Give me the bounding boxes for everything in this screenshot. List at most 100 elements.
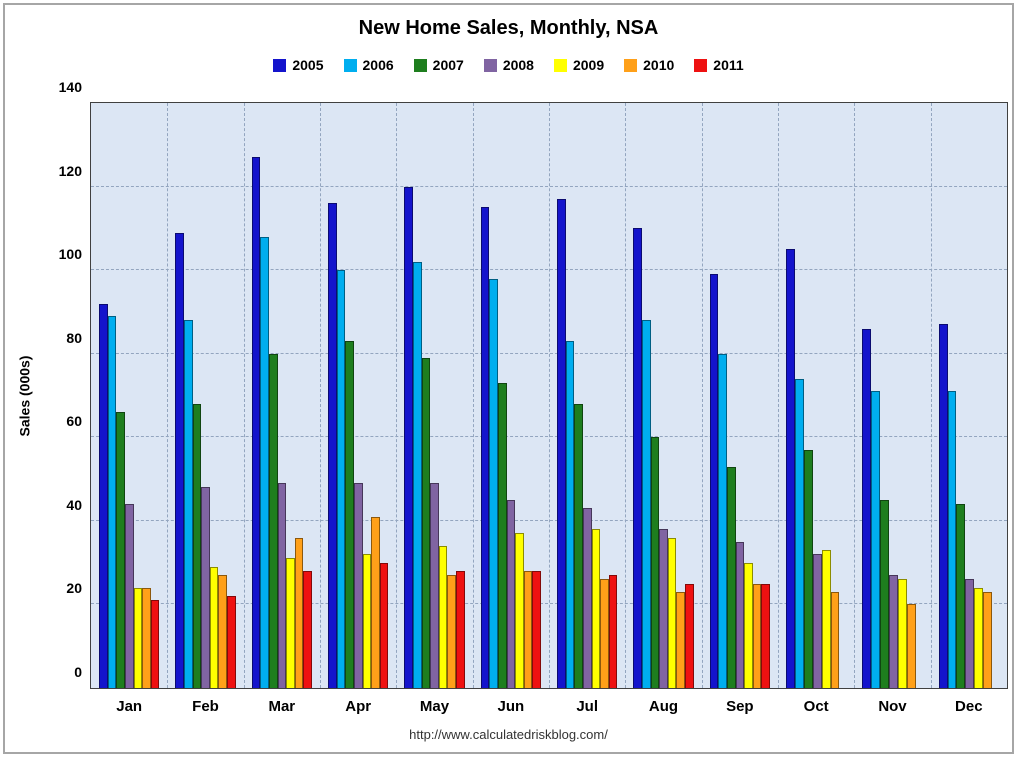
bar-2005-Oct xyxy=(786,249,795,688)
month-group-Jul: Jul xyxy=(549,103,625,715)
bar-2005-Mar xyxy=(251,157,261,688)
gridline-v xyxy=(549,103,550,688)
bar-2005-Nov xyxy=(862,328,872,688)
bar-2005-Aug xyxy=(633,228,642,688)
bar-2006-Jul xyxy=(565,341,575,688)
bar-2010-Jun xyxy=(523,571,533,688)
legend-swatch-2008 xyxy=(483,58,497,72)
legend-label: 2009 xyxy=(572,57,605,73)
legend-label: 2005 xyxy=(292,57,324,73)
x-axis-label-Feb: Feb xyxy=(192,698,219,715)
bar-2011-Mar xyxy=(303,571,313,688)
bar-cluster xyxy=(633,103,694,688)
bar-cluster xyxy=(862,103,922,688)
bar-2011-Jan xyxy=(150,600,160,688)
gridline-v xyxy=(472,103,474,688)
y-tick-label: 100 xyxy=(58,246,82,263)
legend-swatch-2010 xyxy=(624,58,638,72)
bar-2010-Nov xyxy=(906,604,916,688)
bar-2006-Feb xyxy=(183,320,193,688)
bar-2006-Jun xyxy=(489,278,498,688)
bar-2007-Dec xyxy=(956,504,966,688)
bar-2008-Jun xyxy=(506,499,516,688)
bar-2007-Oct xyxy=(803,449,813,688)
bar-2007-May xyxy=(421,357,431,688)
bar-2006-Oct xyxy=(794,378,804,688)
gridline-v xyxy=(243,103,245,688)
bar-2010-Aug xyxy=(676,591,686,688)
month-group-May: May xyxy=(396,103,472,715)
bar-2011-May xyxy=(456,571,465,688)
gridline-v xyxy=(167,103,169,688)
legend-label: 2010 xyxy=(643,57,675,73)
bar-cluster xyxy=(786,103,846,688)
bar-2009-Mar xyxy=(286,558,295,688)
footer-url: http://www.calculatedriskblog.com/ xyxy=(409,727,608,742)
legend-item-2007: 2007 xyxy=(413,57,464,73)
bar-2008-Aug xyxy=(659,529,668,688)
month-group-Aug: Aug xyxy=(625,103,701,715)
bar-2005-Dec xyxy=(938,324,948,688)
legend-item-2006: 2006 xyxy=(343,57,394,73)
month-group-Jan: Jan xyxy=(91,103,167,715)
bar-2006-Mar xyxy=(260,236,269,688)
bar-2006-Sep xyxy=(718,353,727,688)
bar-2011-Apr xyxy=(379,562,389,688)
gridline-v xyxy=(625,103,627,688)
month-group-Sep: Sep xyxy=(702,103,778,715)
y-tick-label: 140 xyxy=(58,79,82,95)
legend-swatch-2007 xyxy=(413,58,427,72)
bar-2005-Jul xyxy=(557,199,566,688)
y-tick-label: 20 xyxy=(66,580,82,597)
bar-2008-Mar xyxy=(277,483,287,688)
legend-swatch-2005 xyxy=(273,58,287,72)
bar-2011-Jul xyxy=(608,575,618,688)
bar-2007-Aug xyxy=(650,437,660,688)
legend-label: 2006 xyxy=(362,57,394,73)
x-axis-label-Oct: Oct xyxy=(803,698,829,715)
legend-item-2005: 2005 xyxy=(273,57,324,73)
bar-2006-Nov xyxy=(871,391,881,688)
bar-2007-Jan xyxy=(116,412,125,688)
bar-2008-May xyxy=(430,483,439,688)
legend-item-2009: 2009 xyxy=(553,57,605,73)
bar-2010-Feb xyxy=(218,575,228,688)
bar-2005-May xyxy=(404,186,413,688)
bar-2006-Dec xyxy=(947,391,957,688)
plot-area: 0 20 40 60 80 100 120 140 Jan Feb Mar Apr May Jun Jul A… xyxy=(59,79,1008,715)
x-axis-label-Mar: Mar xyxy=(268,698,296,715)
bar-cluster xyxy=(480,103,542,688)
bar-2010-Oct xyxy=(830,591,840,688)
bar-2009-Sep xyxy=(744,562,753,688)
bar-2008-Jul xyxy=(582,508,592,688)
bar-2009-May xyxy=(438,545,448,688)
bar-2010-Jan xyxy=(142,587,151,688)
bar-2007-Jul xyxy=(574,403,583,688)
legend-label: 2008 xyxy=(502,57,534,73)
bar-cluster xyxy=(709,103,771,688)
y-tick-label: 80 xyxy=(66,329,82,346)
x-axis-label-Apr: Apr xyxy=(345,698,372,715)
month-group-Jun: Jun xyxy=(473,103,549,715)
x-axis-label-Nov: Nov xyxy=(878,698,907,715)
bar-2010-May xyxy=(447,575,457,688)
bar-2008-Oct xyxy=(812,554,822,688)
bar-2010-Dec xyxy=(983,591,993,688)
bar-2009-Jul xyxy=(591,529,601,688)
x-axis-label-Sep: Sep xyxy=(726,698,754,715)
bar-2006-Aug xyxy=(641,320,651,688)
gridline-v xyxy=(396,103,398,688)
month-group-Oct: Oct xyxy=(778,103,854,715)
x-axis-label-Dec: Dec xyxy=(955,698,983,715)
bar-2007-Feb xyxy=(192,403,202,688)
x-axis-label-Jan: Jan xyxy=(116,698,143,715)
gridline-v xyxy=(701,103,703,688)
bar-2008-Dec xyxy=(965,579,975,688)
bar-2008-Nov xyxy=(889,575,898,688)
bar-cluster xyxy=(404,103,465,688)
gridline-v xyxy=(320,103,321,688)
chart-title: New Home Sales, Monthly, NSA xyxy=(358,17,659,39)
bar-2011-Feb xyxy=(227,596,236,688)
bar-2008-Apr xyxy=(353,483,363,688)
legend-item-2011: 2011 xyxy=(694,57,744,73)
